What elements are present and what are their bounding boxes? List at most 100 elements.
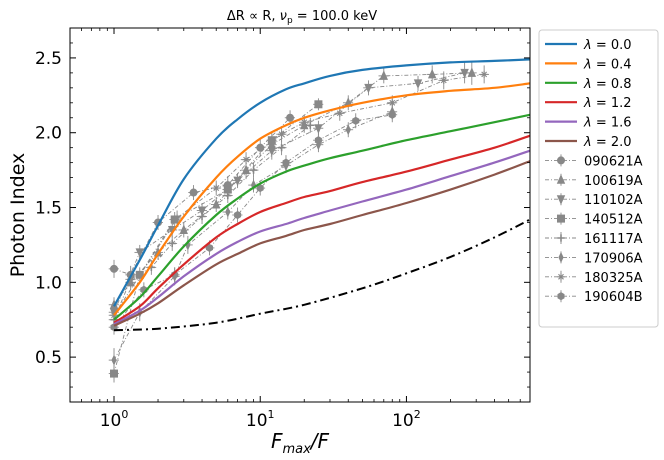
legend-item-lambda-1.2: λ = 1.2	[545, 96, 632, 111]
legend-marker	[556, 195, 566, 205]
legend-label: 170906A	[584, 251, 643, 266]
data-point	[168, 239, 176, 248]
plot-frame	[69, 27, 531, 403]
data-point	[242, 156, 250, 164]
legend-item-lambda-0.8: λ = 0.8	[545, 77, 632, 92]
observed-line	[113, 103, 319, 374]
legend-label: 110102A	[584, 193, 643, 208]
data-point	[173, 214, 181, 222]
observed-series-161117A	[108, 117, 316, 328]
data-point	[212, 184, 220, 192]
legend-label: λ = 1.6	[583, 116, 632, 131]
legend-label: λ = 0.0	[583, 38, 632, 53]
data-point	[110, 264, 119, 273]
legend-marker	[558, 251, 564, 263]
observed-line	[113, 124, 311, 320]
y-tick-label: 2.0	[35, 124, 62, 144]
data-point	[336, 109, 344, 117]
legend-item-180325A: 180325A	[545, 270, 643, 286]
model-curve-reference	[113, 218, 530, 332]
legend-label: λ = 1.2	[583, 96, 632, 111]
data-point	[427, 68, 437, 79]
x-tick-label: 100	[100, 408, 129, 431]
model-curve-lambda-2.0	[113, 160, 530, 327]
legend-item-190604B: 190604B	[545, 290, 643, 305]
legend-label: 190604B	[584, 290, 643, 305]
legend-marker	[557, 292, 565, 301]
model-curve-lambda-0.4	[113, 82, 530, 316]
legend-marker	[557, 156, 566, 165]
legend-item-lambda-2.0: λ = 2.0	[545, 135, 632, 150]
data-point	[198, 212, 206, 221]
data-point	[300, 118, 308, 126]
data-point	[234, 210, 242, 220]
model-curve-lambda-1.6	[113, 149, 530, 326]
observed-series-180325A	[108, 65, 490, 323]
data-point	[352, 116, 360, 125]
data-point	[460, 68, 469, 79]
data-point	[189, 188, 198, 197]
data-point	[314, 100, 323, 109]
data-point	[286, 113, 295, 122]
legend-label: 180325A	[584, 271, 643, 286]
y-axis-label: Photon Index	[7, 153, 29, 278]
data-point	[277, 130, 286, 138]
model-curve-lambda-0.0	[113, 58, 530, 307]
data-point	[282, 158, 290, 167]
data-point	[480, 70, 488, 78]
data-point	[388, 110, 396, 119]
observed-series-190604B	[108, 107, 398, 335]
legend-marker	[556, 174, 566, 184]
data-point	[467, 67, 477, 77]
legend-label: 090621A	[584, 154, 643, 169]
data-point	[379, 70, 389, 80]
y-tick-label: 0.5	[35, 348, 62, 368]
data-point	[224, 191, 232, 200]
data-point	[345, 124, 351, 136]
legend-item-170906A: 170906A	[545, 251, 643, 266]
data-point	[314, 124, 323, 134]
legend-item-090621A: 090621A	[545, 154, 643, 169]
observed-series-090621A	[108, 110, 295, 284]
y-tick-label: 2.5	[35, 49, 62, 69]
legend-item-161117A: 161117A	[545, 232, 643, 247]
data-point	[179, 224, 188, 234]
data-point	[256, 143, 265, 152]
data-point	[110, 311, 118, 319]
observed-line	[113, 72, 465, 313]
y-tick-label: 1.5	[35, 199, 62, 219]
legend-label: 161117A	[584, 232, 643, 247]
legend-label: λ = 2.0	[583, 135, 632, 150]
data-point	[306, 121, 314, 129]
plot-area	[108, 58, 530, 383]
observed-line	[113, 73, 485, 316]
x-tick-label: 102	[392, 408, 421, 431]
legend: λ = 0.0 λ = 0.4 λ = 0.8 λ = 1.2 λ = 1.6 λ = 2…	[538, 29, 659, 328]
model-curve-lambda-0.8	[113, 113, 530, 321]
data-point	[314, 136, 322, 145]
observed-line	[113, 114, 393, 328]
legend-marker	[557, 273, 565, 281]
chart-title: ΔR ∝ R, νp = 100.0 keV	[227, 9, 377, 26]
observed-series-100619A	[108, 60, 477, 313]
data-point	[413, 79, 423, 89]
legend-label: 140512A	[584, 213, 643, 228]
data-point	[277, 144, 286, 152]
legend-item-lambda-0.0: λ = 0.0	[545, 38, 632, 53]
model-curve-lambda-1.2	[113, 134, 530, 324]
legend-item-lambda-1.6: λ = 1.6	[545, 116, 632, 131]
observed-series-110102A	[108, 62, 470, 320]
data-point	[388, 99, 396, 107]
legend-frame	[538, 29, 659, 328]
data-point	[440, 76, 448, 84]
legend-item-110102A: 110102A	[545, 193, 643, 208]
y-tick-label: 1.0	[35, 273, 62, 293]
legend-item-100619A: 100619A	[545, 173, 643, 189]
legend-label: λ = 0.8	[583, 77, 632, 92]
data-point	[249, 166, 258, 174]
observed-line	[113, 72, 472, 306]
legend-item-lambda-0.4: λ = 0.4	[545, 57, 632, 72]
data-point	[267, 136, 276, 145]
data-point	[364, 83, 373, 94]
